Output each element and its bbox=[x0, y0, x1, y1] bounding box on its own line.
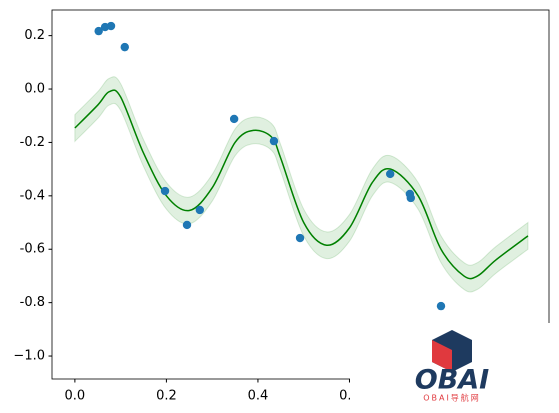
watermark: OBAI OBAI导航网 bbox=[350, 323, 559, 413]
scatter-point bbox=[385, 169, 395, 179]
y-tick-label: −1.0 bbox=[13, 349, 45, 364]
confidence-band bbox=[74, 76, 529, 293]
scatter-point bbox=[229, 114, 239, 124]
y-tick-label: 0.2 bbox=[24, 28, 45, 43]
watermark-cube-face bbox=[432, 340, 452, 372]
x-tick-label: 0.2 bbox=[156, 389, 177, 404]
y-tick-label: -0.4 bbox=[20, 188, 45, 203]
watermark-subtitle: OBAI导航网 bbox=[423, 393, 481, 403]
scatter-point bbox=[182, 220, 192, 230]
plot-area: 0.20.0-0.2-0.4-0.6-0.8−1.00.00.20.40.60.… bbox=[13, 9, 550, 404]
scatter-point bbox=[120, 42, 129, 52]
scatter-point bbox=[295, 233, 305, 243]
watermark-title: OBAI bbox=[415, 365, 489, 396]
scatter-point bbox=[195, 205, 205, 215]
scatter-point bbox=[269, 136, 279, 146]
y-tick-label: 0.0 bbox=[24, 82, 45, 97]
x-tick-label: 0.0 bbox=[65, 389, 86, 404]
y-tick-label: -0.6 bbox=[20, 242, 45, 257]
scatter-point bbox=[406, 193, 415, 203]
scatter-point bbox=[94, 26, 103, 36]
scatter-point bbox=[106, 21, 116, 31]
scatter-point bbox=[160, 186, 170, 196]
scatter-point bbox=[436, 301, 446, 311]
y-tick-label: -0.8 bbox=[20, 295, 45, 310]
y-tick-label: -0.2 bbox=[20, 135, 45, 150]
line bbox=[74, 89, 529, 280]
x-tick-label: 0.4 bbox=[248, 389, 269, 404]
axes-frame bbox=[51, 9, 550, 380]
